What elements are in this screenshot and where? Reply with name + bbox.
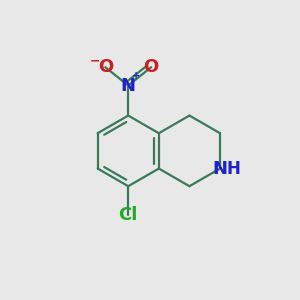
Text: H: H xyxy=(226,160,240,178)
Text: +: + xyxy=(132,70,140,81)
Text: N: N xyxy=(121,76,136,94)
Text: O: O xyxy=(98,58,113,76)
Text: Cl: Cl xyxy=(118,206,138,224)
Text: −: − xyxy=(89,54,100,67)
Text: N: N xyxy=(212,160,227,178)
Text: O: O xyxy=(144,58,159,76)
